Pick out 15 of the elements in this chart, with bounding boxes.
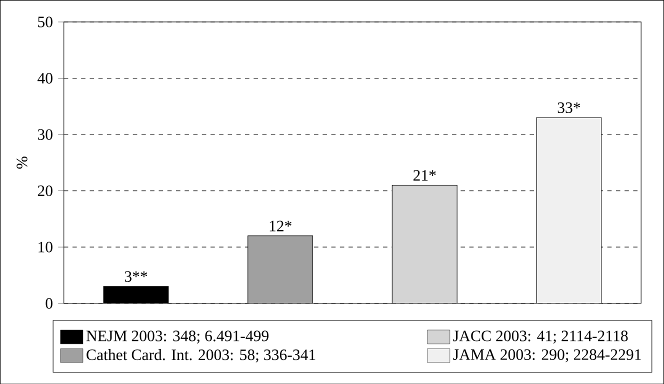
y-axis-title: % (16, 156, 28, 169)
y-tick-label: 30 (38, 129, 52, 140)
legend-label: JAMA 2003: 290; 2284-2291 (453, 349, 641, 362)
data-label: 33* (558, 102, 580, 113)
y-tick-label: 20 (38, 185, 52, 196)
data-label: 21* (413, 170, 436, 180)
y-tick-label: 0 (46, 298, 52, 309)
y-tick-label: 40 (38, 72, 52, 84)
legend-label: NEJM 2003: 348; 6.491-499 (86, 330, 268, 344)
legend-label: JACC 2003: 41; 2114-2118 (453, 330, 628, 344)
y-tick-label: 50 (38, 16, 52, 28)
data-label: 3** (124, 271, 148, 282)
y-tick-label: 10 (38, 242, 52, 252)
legend-label: Cathet Card. Int. 2003: 58; 336-341 (86, 348, 316, 362)
data-label: 12* (270, 220, 292, 232)
